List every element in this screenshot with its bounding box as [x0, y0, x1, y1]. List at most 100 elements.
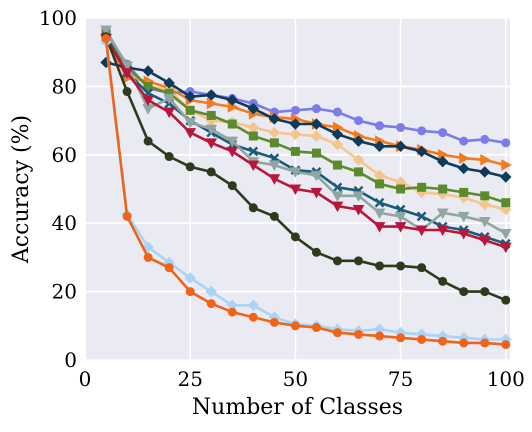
data-point	[185, 162, 195, 172]
series-8	[100, 34, 512, 254]
data-point	[185, 287, 195, 297]
data-point	[396, 122, 406, 132]
data-point	[227, 119, 237, 129]
data-point	[205, 285, 217, 298]
data-point	[331, 128, 344, 140]
data-point	[480, 287, 490, 297]
data-point	[415, 225, 428, 237]
data-point	[501, 340, 511, 350]
data-point	[374, 197, 385, 208]
tick-labels: 0 25 50 75 100 0 20 40 60 80 100	[39, 6, 525, 391]
data-point	[459, 338, 469, 348]
data-point	[499, 228, 512, 240]
data-point	[396, 184, 406, 194]
x-tick-label: 25	[177, 367, 202, 391]
data-point	[416, 211, 427, 222]
data-point	[143, 81, 153, 91]
data-point	[436, 208, 449, 219]
data-point	[248, 146, 259, 157]
data-point	[352, 191, 365, 202]
data-point	[332, 328, 342, 338]
data-point	[247, 299, 260, 311]
data-point	[417, 182, 427, 192]
data-point	[480, 338, 490, 348]
data-point	[206, 110, 216, 120]
data-point	[311, 148, 321, 158]
data-point	[290, 105, 300, 115]
data-point	[164, 263, 174, 273]
series-layer	[100, 25, 512, 350]
data-point	[373, 222, 386, 233]
data-point	[375, 121, 385, 131]
x-tick-label: 100	[487, 367, 525, 391]
y-tick-label: 40	[52, 211, 77, 235]
data-point	[457, 228, 470, 240]
data-point	[480, 154, 491, 166]
data-point	[268, 174, 281, 185]
data-point	[248, 203, 258, 213]
data-point	[206, 97, 218, 110]
data-point	[206, 299, 216, 309]
x-tick-label: 50	[283, 367, 308, 391]
y-axis-label: Accuracy (%)	[9, 115, 34, 264]
x-tick-label: 75	[388, 367, 413, 391]
data-point	[289, 118, 302, 130]
data-point	[163, 93, 176, 105]
data-point	[501, 198, 511, 208]
data-point	[290, 321, 300, 331]
data-point	[184, 128, 197, 139]
data-point	[331, 201, 344, 213]
data-point	[373, 208, 386, 219]
data-point	[438, 128, 448, 138]
data-point	[310, 118, 323, 130]
data-point	[396, 261, 406, 271]
data-point	[227, 307, 237, 317]
data-point	[205, 89, 217, 101]
data-point	[101, 34, 111, 44]
data-point	[478, 235, 491, 247]
data-point	[501, 159, 512, 171]
data-point	[500, 171, 512, 183]
data-point	[268, 160, 281, 172]
data-point	[163, 77, 175, 89]
data-point	[459, 136, 469, 146]
data-point	[289, 167, 302, 178]
data-point	[352, 205, 365, 216]
data-point	[499, 242, 512, 254]
data-point	[227, 181, 237, 191]
data-point	[438, 336, 448, 346]
data-point	[184, 117, 197, 129]
data-point	[310, 170, 323, 182]
data-point	[354, 116, 364, 126]
y-tick-label: 20	[52, 280, 77, 304]
data-point	[331, 138, 344, 151]
data-point	[375, 179, 385, 189]
x-axis-label: Number of Classes	[192, 395, 403, 420]
data-point	[163, 107, 176, 119]
data-point	[205, 138, 218, 149]
data-point	[289, 184, 302, 196]
data-point	[310, 130, 323, 142]
data-point	[354, 256, 364, 266]
data-point	[394, 211, 407, 223]
data-point	[311, 323, 321, 333]
data-point	[478, 216, 491, 228]
data-point	[375, 331, 385, 341]
data-point	[354, 329, 364, 339]
data-point	[142, 241, 154, 253]
data-point	[185, 105, 195, 115]
data-point	[415, 145, 428, 158]
data-point	[226, 136, 239, 148]
data-point	[248, 131, 258, 141]
data-point	[122, 211, 132, 221]
data-point	[354, 167, 364, 177]
data-point	[226, 94, 238, 106]
data-point	[268, 113, 281, 125]
data-point	[457, 211, 470, 223]
y-tick-label: 60	[52, 143, 77, 167]
data-point	[331, 191, 344, 202]
data-point	[142, 65, 154, 77]
series-line	[104, 37, 507, 249]
data-point	[332, 182, 343, 193]
